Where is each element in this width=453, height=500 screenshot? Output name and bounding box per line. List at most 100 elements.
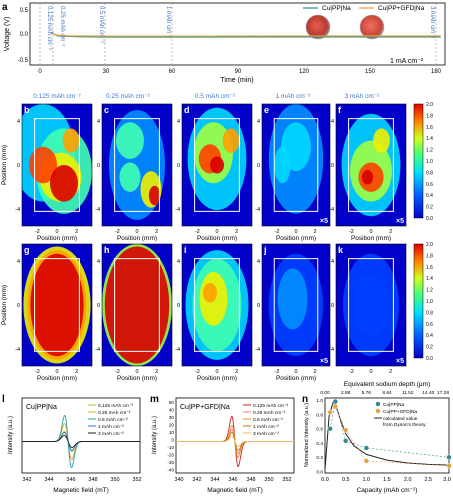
y-tick-label: -4 <box>175 347 180 353</box>
x-tick-label: 3.0 <box>443 477 451 483</box>
y-axis-label: Position (mm) <box>1 145 8 185</box>
panel-letter: e <box>264 105 269 115</box>
y-tick-label: -4 <box>95 207 100 213</box>
x-tick-label: 0 <box>135 369 138 375</box>
esr-map: k ×5 4 0 -4 -2 0 2 <box>329 243 407 375</box>
top-tick-label: 11.52 <box>402 390 414 396</box>
electrode-outline <box>114 258 160 352</box>
esr-map: f ×5 4 0 -4 -2 0 2 <box>329 103 407 235</box>
y-tick-label: -0.5 <box>18 58 29 64</box>
x-tick-label: 2 <box>314 369 317 375</box>
capacity-annotation: 3 mAh cm⁻² <box>429 6 435 38</box>
esr-map: g4 0 -4 -2 0 2 <box>15 243 93 375</box>
panel-letter: j <box>263 245 267 255</box>
panel-letter: n <box>302 394 308 405</box>
colorbar-tick-label: 0.6 <box>426 322 433 328</box>
y-tick-label: 0 <box>97 303 100 309</box>
capacity-annotation: 1 mAh cm⁻² <box>165 6 171 38</box>
colorbars: 2.0 1.8 1.6 1.4 1.2 1.0 0.8 0.6 0.4 0.2 0.0 2.0 1.8 1… <box>413 102 433 362</box>
x-tick-label: 2 <box>75 229 78 235</box>
intensity-blob <box>50 165 78 202</box>
data-point <box>327 409 333 415</box>
y-axis-label: Normalized Intensity (a.u.) <box>304 403 310 467</box>
data-point <box>363 458 369 464</box>
legend-label: 0.5 mAh cm⁻² <box>253 417 283 423</box>
electrode-outline <box>34 118 80 212</box>
top-tick-label: 14.40 <box>422 390 434 396</box>
y-axis-label: Voltage (V) <box>4 17 11 52</box>
y-tick-label: 4 <box>17 259 20 265</box>
electrode-outline <box>114 118 160 212</box>
x-tick-label: 342 <box>192 477 201 483</box>
x-tick-label: 2 <box>389 369 392 375</box>
x-tick-label: 350 <box>264 477 273 483</box>
top-tick-label: 0.00 <box>320 390 330 396</box>
y-tick-label: 0.4 <box>316 441 323 447</box>
legend-label: 0.5 mAh cm⁻² <box>98 417 128 423</box>
intensity-blob <box>210 156 224 174</box>
data-point <box>446 454 452 460</box>
top-tick-label: 8.64 <box>382 390 392 396</box>
y-tick-label: 0 <box>331 163 334 169</box>
electrode-outline <box>194 258 240 352</box>
colorbar-tick-label: 0.2 <box>426 205 433 211</box>
legend: 0.125 mAh cm⁻² 0.25 mAh cm⁻² 0.5 mAh cm⁻… <box>243 403 288 437</box>
y-tick-label: -4 <box>329 207 334 213</box>
scale-factor: ×5 <box>396 358 404 365</box>
series-guide <box>329 406 450 467</box>
colorbar-tick-label: 0.8 <box>426 170 433 176</box>
x-axis-label: Position (mm) <box>37 235 77 242</box>
x-tick-label: 1.0 <box>362 477 370 483</box>
x-tick-label: -2 <box>35 229 40 235</box>
colorbar-tick-label: 0.0 <box>426 216 433 222</box>
x-tick-label: 2 <box>235 369 238 375</box>
data-point <box>332 403 338 410</box>
colorbar-tick-label: 1.2 <box>426 288 433 294</box>
electrode-outline <box>348 118 394 212</box>
plot-frame <box>175 397 295 474</box>
intensity-blob <box>277 268 308 330</box>
x-tick-label: 344 <box>44 477 53 483</box>
electrode-outline <box>273 258 319 352</box>
y-tick-label: -40 <box>167 468 174 473</box>
intensity-blob <box>361 169 374 185</box>
electrode-outline <box>34 258 80 352</box>
x-tick-label: -2 <box>115 369 120 375</box>
y-tick-label: 50 <box>169 400 175 405</box>
plot-frame <box>21 397 141 474</box>
legend-label: Cu|PP+GFD|Na <box>383 409 417 415</box>
colorbar-tick-label: 0.0 <box>426 356 433 362</box>
y-tick-label: -10 <box>167 445 174 450</box>
legend: Cu|PP|Na Cu|PP+GFD|Na calculated value f… <box>374 401 426 428</box>
y-tick-label: 0.8 <box>316 412 323 418</box>
x-ticks: 0.0 0.5 1.0 1.5 2.0 2.5 3.0 <box>321 477 451 483</box>
x-axis-label: Capacity (mAh cm⁻²) <box>357 487 418 494</box>
y-tick-label: 0 <box>257 163 260 169</box>
x-axis-label: Position (mm) <box>117 235 157 242</box>
x-tick-label: -2 <box>349 229 354 235</box>
y-tick-label: -4 <box>95 347 100 353</box>
legend-label: from Dyson's theory <box>383 422 426 428</box>
x-tick-label: 350 <box>110 477 119 483</box>
esr-map: h4 0 -4 -2 0 2 <box>95 243 173 375</box>
x-tick-label: 150 <box>365 69 376 75</box>
colorbar-tick-label: 0.4 <box>426 193 433 199</box>
electrode-photo-gfd <box>359 14 385 40</box>
x-tick-label: -2 <box>195 229 200 235</box>
esr-spectra <box>176 416 294 467</box>
x-axis-label: Position (mm) <box>117 375 157 382</box>
x-tick-label: -2 <box>35 369 40 375</box>
x-tick-label: 346 <box>66 477 75 483</box>
x-tick-label: 0 <box>369 229 372 235</box>
x-axis-label: Magnetic field (mT) <box>53 487 109 494</box>
y-tick-label: 4 <box>97 119 100 125</box>
legend-label: 1 mAh cm⁻² <box>253 424 279 430</box>
panel-letter: a <box>2 2 8 13</box>
x-tick-label: 0 <box>294 229 297 235</box>
data-point <box>343 438 349 444</box>
x-tick-label: 0 <box>38 69 42 75</box>
x-axis-label: Time (min) <box>220 77 253 84</box>
esr-spectra <box>22 414 140 469</box>
map-frame <box>181 243 253 367</box>
